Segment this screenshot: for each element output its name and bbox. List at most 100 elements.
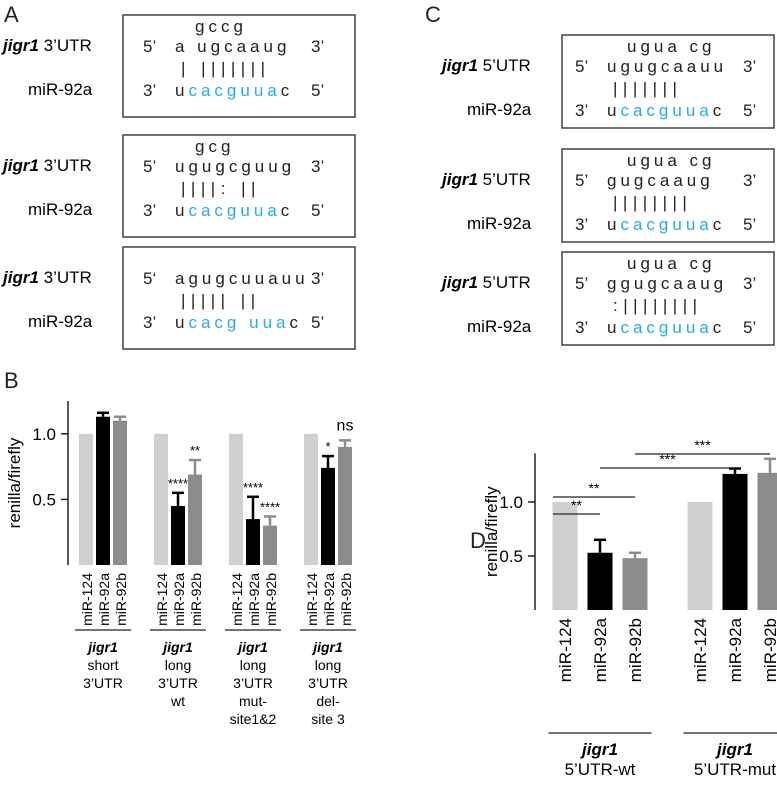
c-utr-3prime: 3’ <box>743 274 756 293</box>
category-label: miR-92b <box>626 618 645 682</box>
group-gene-label: jigr1 <box>161 639 193 655</box>
c-mismatch-nts: ugua cg <box>627 254 716 273</box>
c-gene-label: jigr1 5’UTR <box>440 170 531 189</box>
group-gene-label: jigr1 <box>236 639 268 655</box>
c-mir-3prime: 3’ <box>575 101 588 120</box>
panel-letter-a: A <box>4 2 19 27</box>
a-box-3 <box>122 246 356 350</box>
c-utr-5prime: 5’ <box>575 57 588 76</box>
comparison-label: ** <box>571 497 582 513</box>
a-gene-label: jigr1 3’UTR <box>1 268 92 287</box>
a-mir-seq: ucacguuac <box>175 201 293 220</box>
group-gene-label: jigr1 <box>311 639 343 655</box>
category-label: miR-124 <box>229 573 245 626</box>
group-caption: short <box>87 657 118 673</box>
a-mir-5prime: 5’ <box>311 81 324 100</box>
group-caption: site 3 <box>311 711 345 727</box>
significance-label: ns <box>337 417 354 434</box>
a-utr-seq: a ugcaaug <box>175 37 290 56</box>
category-label: miR-92b <box>263 573 279 626</box>
a-mismatch-nts: gcg <box>195 137 234 156</box>
c-mismatch-nts: ugua cg <box>627 151 716 170</box>
significance-label: * <box>325 439 330 454</box>
category-label: miR-124 <box>556 618 575 682</box>
category-label: miR-92b <box>113 573 129 626</box>
category-label: miR-92a <box>321 573 337 626</box>
significance-label: **** <box>260 499 280 514</box>
c-mir-seq: ucacguuac <box>607 101 725 120</box>
a-mir-3prime: 3’ <box>143 201 156 220</box>
bar-miR-124 <box>552 502 578 610</box>
a-utr-seq: ugugcguug <box>175 157 295 176</box>
c-gene-label: jigr1 5’UTR <box>440 273 531 292</box>
c-mir-5prime: 5’ <box>743 318 756 337</box>
c-utr-3prime: 3’ <box>743 171 756 190</box>
comparison-label: *** <box>659 451 676 467</box>
group-caption: wt <box>170 693 185 709</box>
panel-letter-d: D <box>470 528 486 553</box>
c-utr-3prime: 3’ <box>743 57 756 76</box>
comparison-label: ** <box>589 480 600 496</box>
group-caption: del- <box>316 693 340 709</box>
group-caption: 5’UTR-mut <box>694 760 776 779</box>
panel-letter-b: B <box>4 368 19 393</box>
y-tick-label: 1.0 <box>499 493 523 512</box>
category-label: miR-92b <box>761 618 777 682</box>
group-caption: 3’UTR <box>158 675 198 691</box>
a-utr-3prime: 3’ <box>311 37 324 56</box>
c-mir-seq: ucacguuac <box>607 318 725 337</box>
category-label: miR-92a <box>171 573 187 626</box>
a-base-pairs: ||||: || <box>181 179 261 198</box>
category-label: miR-92b <box>188 573 204 626</box>
a-gene-label: jigr1 3’UTR <box>1 36 92 55</box>
c-utr-5prime: 5’ <box>575 274 588 293</box>
group-caption: long <box>315 657 341 673</box>
bar-miR-92b <box>757 472 777 610</box>
y-axis-label: renilla/firefly <box>482 486 501 577</box>
category-label: miR-124 <box>154 573 170 626</box>
c-mir-3prime: 3’ <box>575 215 588 234</box>
category-label: miR-92a <box>591 617 610 682</box>
bar-miR-124 <box>229 433 243 565</box>
a-utr-5prime: 5’ <box>143 157 156 176</box>
c-gene-label: jigr1 5’UTR <box>440 56 531 75</box>
significance-label: **** <box>243 480 263 495</box>
a-mir-label: miR-92a <box>28 312 93 331</box>
a-utr-5prime: 5’ <box>143 37 156 56</box>
group-caption: 3’UTR <box>233 675 273 691</box>
bar-miR-124 <box>79 433 93 565</box>
a-mir-label: miR-92a <box>28 80 93 99</box>
category-label: miR-92a <box>246 573 262 626</box>
c-base-pairs: |||||||| <box>613 193 692 212</box>
bar-miR-92a <box>246 519 260 565</box>
bar-miR-92b <box>338 446 352 565</box>
c-mir-5prime: 5’ <box>743 101 756 120</box>
category-label: miR-124 <box>304 573 320 626</box>
significance-label: ** <box>190 443 200 458</box>
y-tick-label: 0.5 <box>32 490 56 509</box>
significance-label: **** <box>168 476 188 491</box>
a-utr-seq: agugcuuauu <box>175 269 309 288</box>
bar-miR-92a <box>587 552 613 610</box>
a-gene-label: jigr1 3’UTR <box>1 156 92 175</box>
a-mir-5prime: 5’ <box>311 201 324 220</box>
a-mir-3prime: 3’ <box>143 81 156 100</box>
a-box-1 <box>122 14 356 118</box>
a-mir-label: miR-92a <box>28 200 93 219</box>
group-gene-label: jigr1 <box>580 740 618 759</box>
c-mir-3prime: 3’ <box>575 318 588 337</box>
panel-a-alignments: jigr1 3’UTR miR-92a gccg 5’ a ugcaaug 3’ | |||… <box>1 14 356 350</box>
y-axis-label: renilla/firefly <box>5 437 24 528</box>
a-utr-5prime: 5‘ <box>143 269 156 288</box>
c-box-2 <box>561 148 775 243</box>
c-utr-5prime: 5’ <box>575 171 588 190</box>
bar-miR-92b <box>263 525 277 565</box>
a-mir-5prime: 5’ <box>311 313 324 332</box>
c-mir-label: miR-92a <box>467 214 532 233</box>
bar-miR-124 <box>304 433 318 565</box>
a-base-pairs: | ||||||| <box>181 59 271 78</box>
y-tick-label: 1.0 <box>32 425 56 444</box>
category-label: miR-92a <box>96 573 112 626</box>
